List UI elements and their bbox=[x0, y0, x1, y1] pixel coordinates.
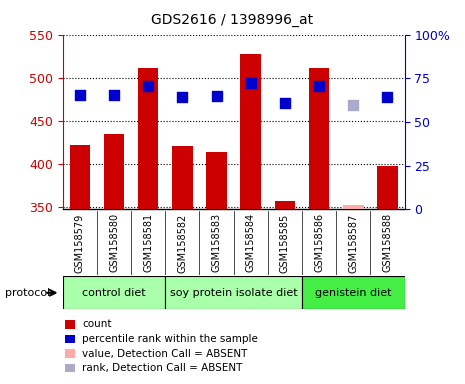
Text: GSM158587: GSM158587 bbox=[348, 213, 359, 273]
Point bbox=[110, 92, 118, 98]
Text: soy protein isolate diet: soy protein isolate diet bbox=[170, 288, 298, 298]
Bar bbox=[138, 68, 159, 209]
Text: GSM158580: GSM158580 bbox=[109, 214, 119, 272]
Bar bbox=[165, 276, 302, 309]
Bar bbox=[343, 205, 364, 209]
Text: GSM158588: GSM158588 bbox=[382, 214, 392, 272]
Text: GSM158582: GSM158582 bbox=[177, 213, 187, 273]
Point bbox=[281, 99, 289, 106]
Point bbox=[76, 92, 84, 98]
Text: count: count bbox=[82, 319, 112, 329]
Text: GSM158585: GSM158585 bbox=[280, 213, 290, 273]
Bar bbox=[104, 134, 124, 209]
Bar bbox=[70, 145, 90, 209]
Text: GDS2616 / 1398996_at: GDS2616 / 1398996_at bbox=[152, 13, 313, 27]
Bar bbox=[302, 276, 405, 309]
Bar bbox=[172, 146, 193, 209]
Text: protocol: protocol bbox=[5, 288, 50, 298]
Bar bbox=[240, 55, 261, 209]
Point bbox=[179, 93, 186, 99]
Bar bbox=[309, 68, 329, 209]
Text: value, Detection Call = ABSENT: value, Detection Call = ABSENT bbox=[82, 349, 248, 359]
Point bbox=[247, 80, 254, 86]
Text: percentile rank within the sample: percentile rank within the sample bbox=[82, 334, 258, 344]
Bar bbox=[63, 276, 165, 309]
Point bbox=[145, 83, 152, 89]
Bar bbox=[275, 201, 295, 209]
Text: control diet: control diet bbox=[82, 288, 146, 298]
Text: GSM158584: GSM158584 bbox=[246, 214, 256, 272]
Text: GSM158586: GSM158586 bbox=[314, 214, 324, 272]
Text: GSM158579: GSM158579 bbox=[75, 213, 85, 273]
Point bbox=[213, 93, 220, 99]
Bar bbox=[377, 166, 398, 209]
Text: genistein diet: genistein diet bbox=[315, 288, 392, 298]
Text: rank, Detection Call = ABSENT: rank, Detection Call = ABSENT bbox=[82, 363, 243, 373]
Text: GSM158583: GSM158583 bbox=[212, 214, 222, 272]
Bar bbox=[206, 152, 227, 209]
Point bbox=[384, 94, 391, 101]
Point bbox=[350, 102, 357, 108]
Point bbox=[315, 83, 323, 89]
Text: GSM158581: GSM158581 bbox=[143, 214, 153, 272]
